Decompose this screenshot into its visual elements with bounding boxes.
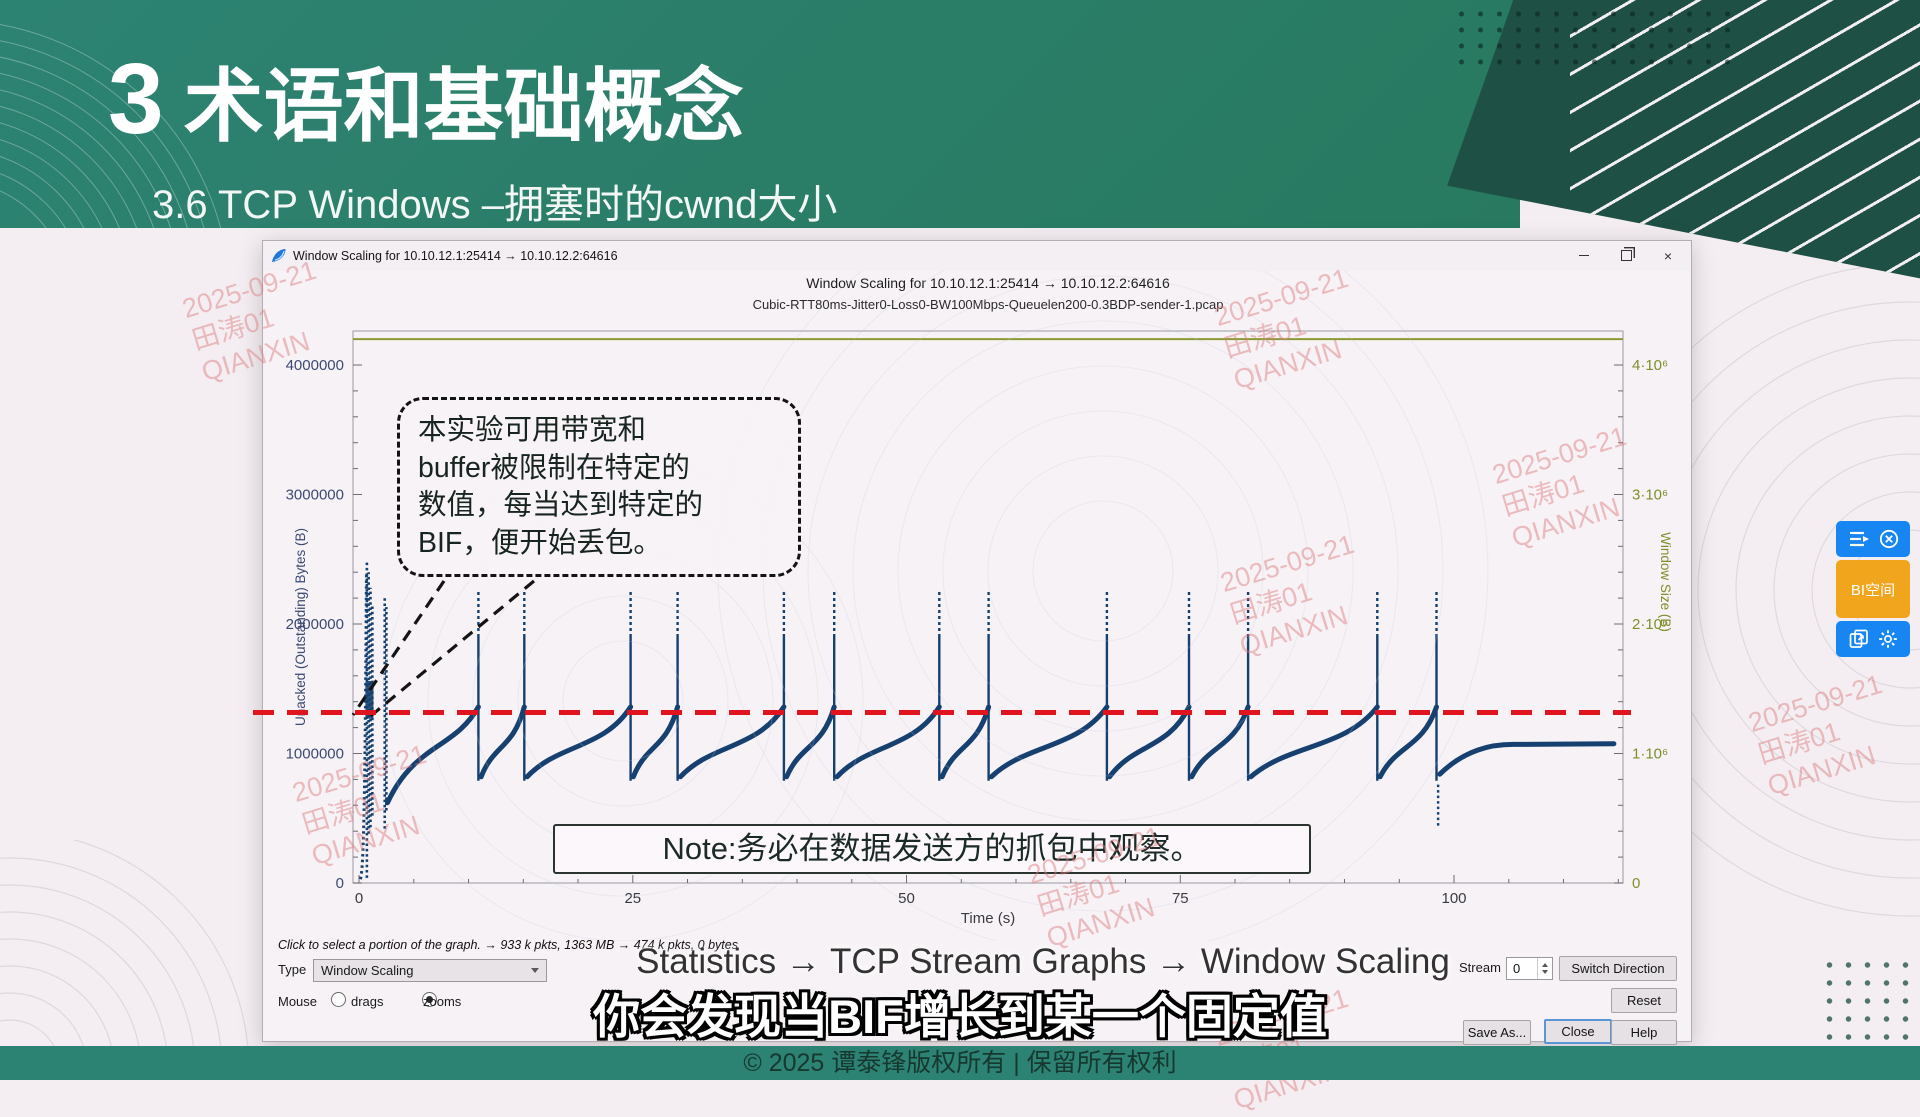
- reset-button[interactable]: Reset: [1611, 988, 1677, 1013]
- type-label: Type: [278, 962, 307, 977]
- slide-title-text: 术语和基础概念: [183, 64, 744, 152]
- chart-title: Window Scaling for 10.10.12.1:25414 → 10…: [806, 275, 1170, 291]
- window-titlebar[interactable]: Window Scaling for 10.10.12.1:25414 → 10…: [263, 241, 1691, 271]
- status-hint: Click to select a portion of the graph. …: [278, 938, 738, 952]
- slide-title: 3 术语和基础概念: [108, 42, 744, 158]
- minimize-icon: [1579, 255, 1589, 256]
- mouse-drags-radio[interactable]: [331, 992, 346, 1007]
- x-tick-label: 25: [624, 890, 641, 907]
- bi-space-button[interactable]: BI空间: [1836, 560, 1910, 618]
- mouse-drags-label[interactable]: drags: [351, 994, 384, 1009]
- graph-type-value: Window Scaling: [321, 963, 414, 978]
- minimize-button[interactable]: [1563, 241, 1605, 270]
- note-box: Note:务必在数据发送方的抓包中观察。: [553, 824, 1311, 874]
- header-band: 3 术语和基础概念 3.6 TCP Windows –拥塞时的cwnd大小: [0, 0, 1520, 228]
- chart-subtitle: Cubic-RTT80ms-Jitter0-Loss0-BW100Mbps-Qu…: [752, 297, 1224, 312]
- y-tick-label-right: 1·10⁶: [1632, 746, 1668, 763]
- spinner-down-icon[interactable]: [1542, 970, 1548, 974]
- maximize-button[interactable]: [1605, 241, 1647, 270]
- wireshark-icon: [272, 249, 286, 262]
- x-tick-label: 75: [1172, 890, 1189, 907]
- widget-tools-button[interactable]: [1836, 621, 1910, 657]
- widget-menu-button[interactable]: [1836, 521, 1910, 557]
- spinner-up-icon[interactable]: [1542, 963, 1548, 967]
- background-swirl-bottom-left: [0, 840, 250, 1080]
- slide-title-number: 3: [108, 43, 166, 155]
- mouse-zooms-radio[interactable]: [422, 992, 438, 1007]
- list-arrow-icon: [1849, 531, 1869, 547]
- open-in-new-window-icon[interactable]: [1849, 629, 1869, 649]
- y-tick-label-right: 0: [1632, 875, 1640, 892]
- y-tick-label-left: 1000000: [286, 746, 344, 763]
- help-button[interactable]: Help: [1611, 1020, 1677, 1045]
- wireshark-window: Window Scaling for 10.10.12.1:25414 → 10…: [262, 240, 1692, 1045]
- close-dialog-button[interactable]: Close: [1544, 1019, 1612, 1044]
- save-as-button[interactable]: Save As...: [1463, 1020, 1531, 1045]
- y-tick-label-left: 2000000: [286, 616, 344, 633]
- mouse-zooms-label[interactable]: zooms: [423, 994, 462, 1009]
- window-title: Window Scaling for 10.10.12.1:25414 → 10…: [293, 249, 618, 263]
- graph-type-select[interactable]: Window Scaling: [313, 959, 547, 982]
- dot-grid-top: [1452, 6, 1738, 72]
- stream-value: 0: [1513, 961, 1521, 976]
- stream-spinner[interactable]: 0: [1506, 957, 1553, 980]
- close-circle-icon[interactable]: [1879, 529, 1899, 549]
- dot-grid-bottom-right: [1820, 956, 1920, 1048]
- side-floating-widget: BI空间: [1836, 521, 1910, 657]
- y-axis-title-right: Window Size (B): [1658, 532, 1673, 632]
- slide-subtitle: 3.6 TCP Windows –拥塞时的cwnd大小: [152, 183, 838, 227]
- y-tick-label-left: 4000000: [286, 357, 344, 374]
- mouse-label: Mouse: [278, 994, 318, 1009]
- switch-direction-button[interactable]: Switch Direction: [1559, 956, 1677, 981]
- x-tick-label: 0: [355, 890, 363, 907]
- callout-bubble: 本实验可用带宽和 buffer被限制在特定的 数值，每当达到特定的 BIF，便开…: [397, 397, 801, 578]
- x-axis-title: Time (s): [961, 910, 1015, 927]
- x-tick-label: 100: [1441, 890, 1466, 907]
- video-subtitle-caption: 你会发现当BIF增长到某一个固定值: [593, 990, 1327, 1043]
- loss-threshold-red-dashed-line: [253, 710, 1631, 715]
- chevron-down-icon: [531, 968, 539, 973]
- copyright-footer: © 2025 谭泰锋版权所有 | 保留所有权利: [0, 1046, 1920, 1080]
- x-tick-label: 50: [898, 890, 915, 907]
- restore-icon: [1620, 250, 1632, 261]
- y-tick-label-left: 3000000: [286, 487, 344, 504]
- y-tick-label-right: 3·10⁶: [1632, 487, 1668, 504]
- menu-path-caption: Statistics → TCP Stream Graphs → Window …: [636, 942, 1450, 981]
- y-axis-title-left: Unacked (Outstanding) Bytes (B): [293, 528, 308, 726]
- stream-label: Stream: [1459, 960, 1501, 975]
- close-button[interactable]: ×: [1647, 241, 1689, 270]
- gear-icon[interactable]: [1878, 629, 1898, 649]
- close-icon: ×: [1663, 247, 1673, 264]
- y-tick-label-right: 4·10⁶: [1632, 357, 1668, 374]
- y-tick-label-left: 0: [336, 875, 344, 892]
